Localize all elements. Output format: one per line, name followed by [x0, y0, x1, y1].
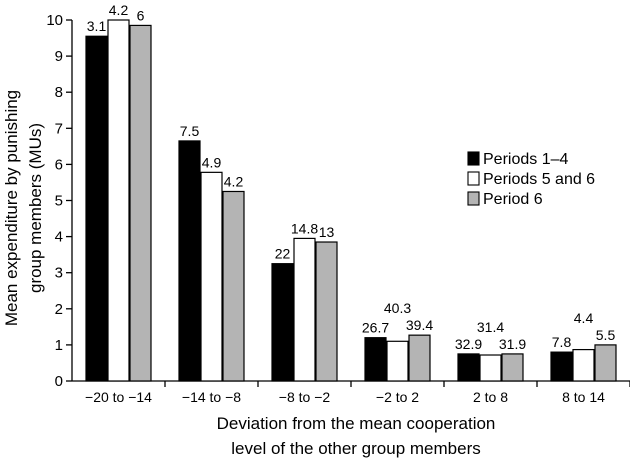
bar	[200, 171, 223, 382]
legend-swatch	[467, 171, 480, 186]
bar-value-label: 4.4	[574, 310, 594, 326]
legend-label: Periods 1–4	[483, 151, 568, 168]
bar	[594, 344, 617, 382]
bar-value-label: 13	[319, 224, 335, 240]
y-tick-label: 6	[55, 156, 63, 173]
bar	[178, 140, 201, 382]
legend-label: Periods 5 and 6	[483, 171, 595, 188]
y-axis-title-line-2: group members (MUs)	[26, 123, 45, 293]
bar	[222, 190, 245, 382]
bar-value-label: 7.5	[180, 123, 200, 139]
bar-value-label: 39.4	[406, 317, 433, 333]
bar	[315, 241, 338, 382]
y-tick-label: 8	[55, 84, 63, 101]
y-tick-label: 9	[55, 48, 63, 65]
plot-area: 0 1 2 3 4 5 6 7 8 9 10 −20 to −14 −14 to −8 −8 to −2 −…	[46, 2, 630, 405]
x-category-label: 2 to 8	[473, 389, 508, 405]
y-tick-label: 3	[55, 265, 63, 282]
x-axis-title-line-2: level of the other group members	[231, 439, 480, 458]
bar-value-label: 32.9	[455, 336, 482, 352]
legend-label: Period 6	[483, 191, 543, 208]
y-axis-title: Mean expenditure by punishing group memb…	[2, 90, 45, 326]
bar-value-label: 14.8	[291, 220, 318, 236]
x-axis-title: Deviation from the mean cooperation leve…	[217, 414, 496, 458]
y-tick-label: 5	[55, 193, 63, 210]
x-category-label: −2 to 2	[376, 389, 419, 405]
bar	[129, 24, 152, 382]
y-tick-label: 7	[55, 120, 63, 137]
bar	[293, 237, 316, 382]
bar	[501, 353, 524, 382]
bar	[408, 334, 431, 382]
y-tick-label: 10	[46, 12, 63, 29]
y-tick-label: 2	[55, 301, 63, 318]
bar	[479, 354, 502, 382]
bar	[386, 340, 409, 382]
x-category-label: 8 to 14	[562, 389, 605, 405]
y-axis-title-line-1: Mean expenditure by punishing	[2, 90, 21, 326]
bar-value-label: 4.2	[224, 173, 244, 189]
bar	[457, 353, 480, 382]
bar	[271, 263, 294, 382]
bar	[85, 35, 108, 382]
bar	[572, 348, 595, 382]
bar-value-label: 7.8	[552, 334, 572, 350]
y-tick-label: 4	[55, 229, 63, 246]
x-category-label: −8 to −2	[279, 389, 331, 405]
bar	[107, 19, 130, 382]
x-category-label: −20 to −14	[85, 389, 152, 405]
legend-swatch	[467, 151, 480, 166]
bar-value-label: 6	[137, 7, 145, 23]
bar-value-label: 4.2	[109, 2, 129, 18]
bar-value-label: 26.7	[362, 320, 389, 336]
bar	[550, 351, 573, 382]
bar-value-label: 22	[275, 246, 291, 262]
legend: Periods 1–4 Periods 5 and 6 Period 6	[467, 151, 595, 208]
legend-swatch	[467, 191, 480, 206]
bar-value-label: 3.1	[87, 18, 107, 34]
bar-value-label: 31.9	[499, 336, 526, 352]
bar-value-label: 4.9	[202, 154, 222, 170]
bar-value-label: 40.3	[384, 300, 411, 316]
y-tick-label: 1	[55, 337, 63, 354]
bar-value-label: 31.4	[477, 319, 504, 335]
y-tick-label: 0	[55, 373, 63, 390]
x-axis-title-line-1: Deviation from the mean cooperation	[217, 414, 496, 433]
x-category-label: −14 to −8	[182, 389, 241, 405]
bar	[364, 337, 387, 382]
bar-value-label: 5.5	[596, 327, 616, 343]
